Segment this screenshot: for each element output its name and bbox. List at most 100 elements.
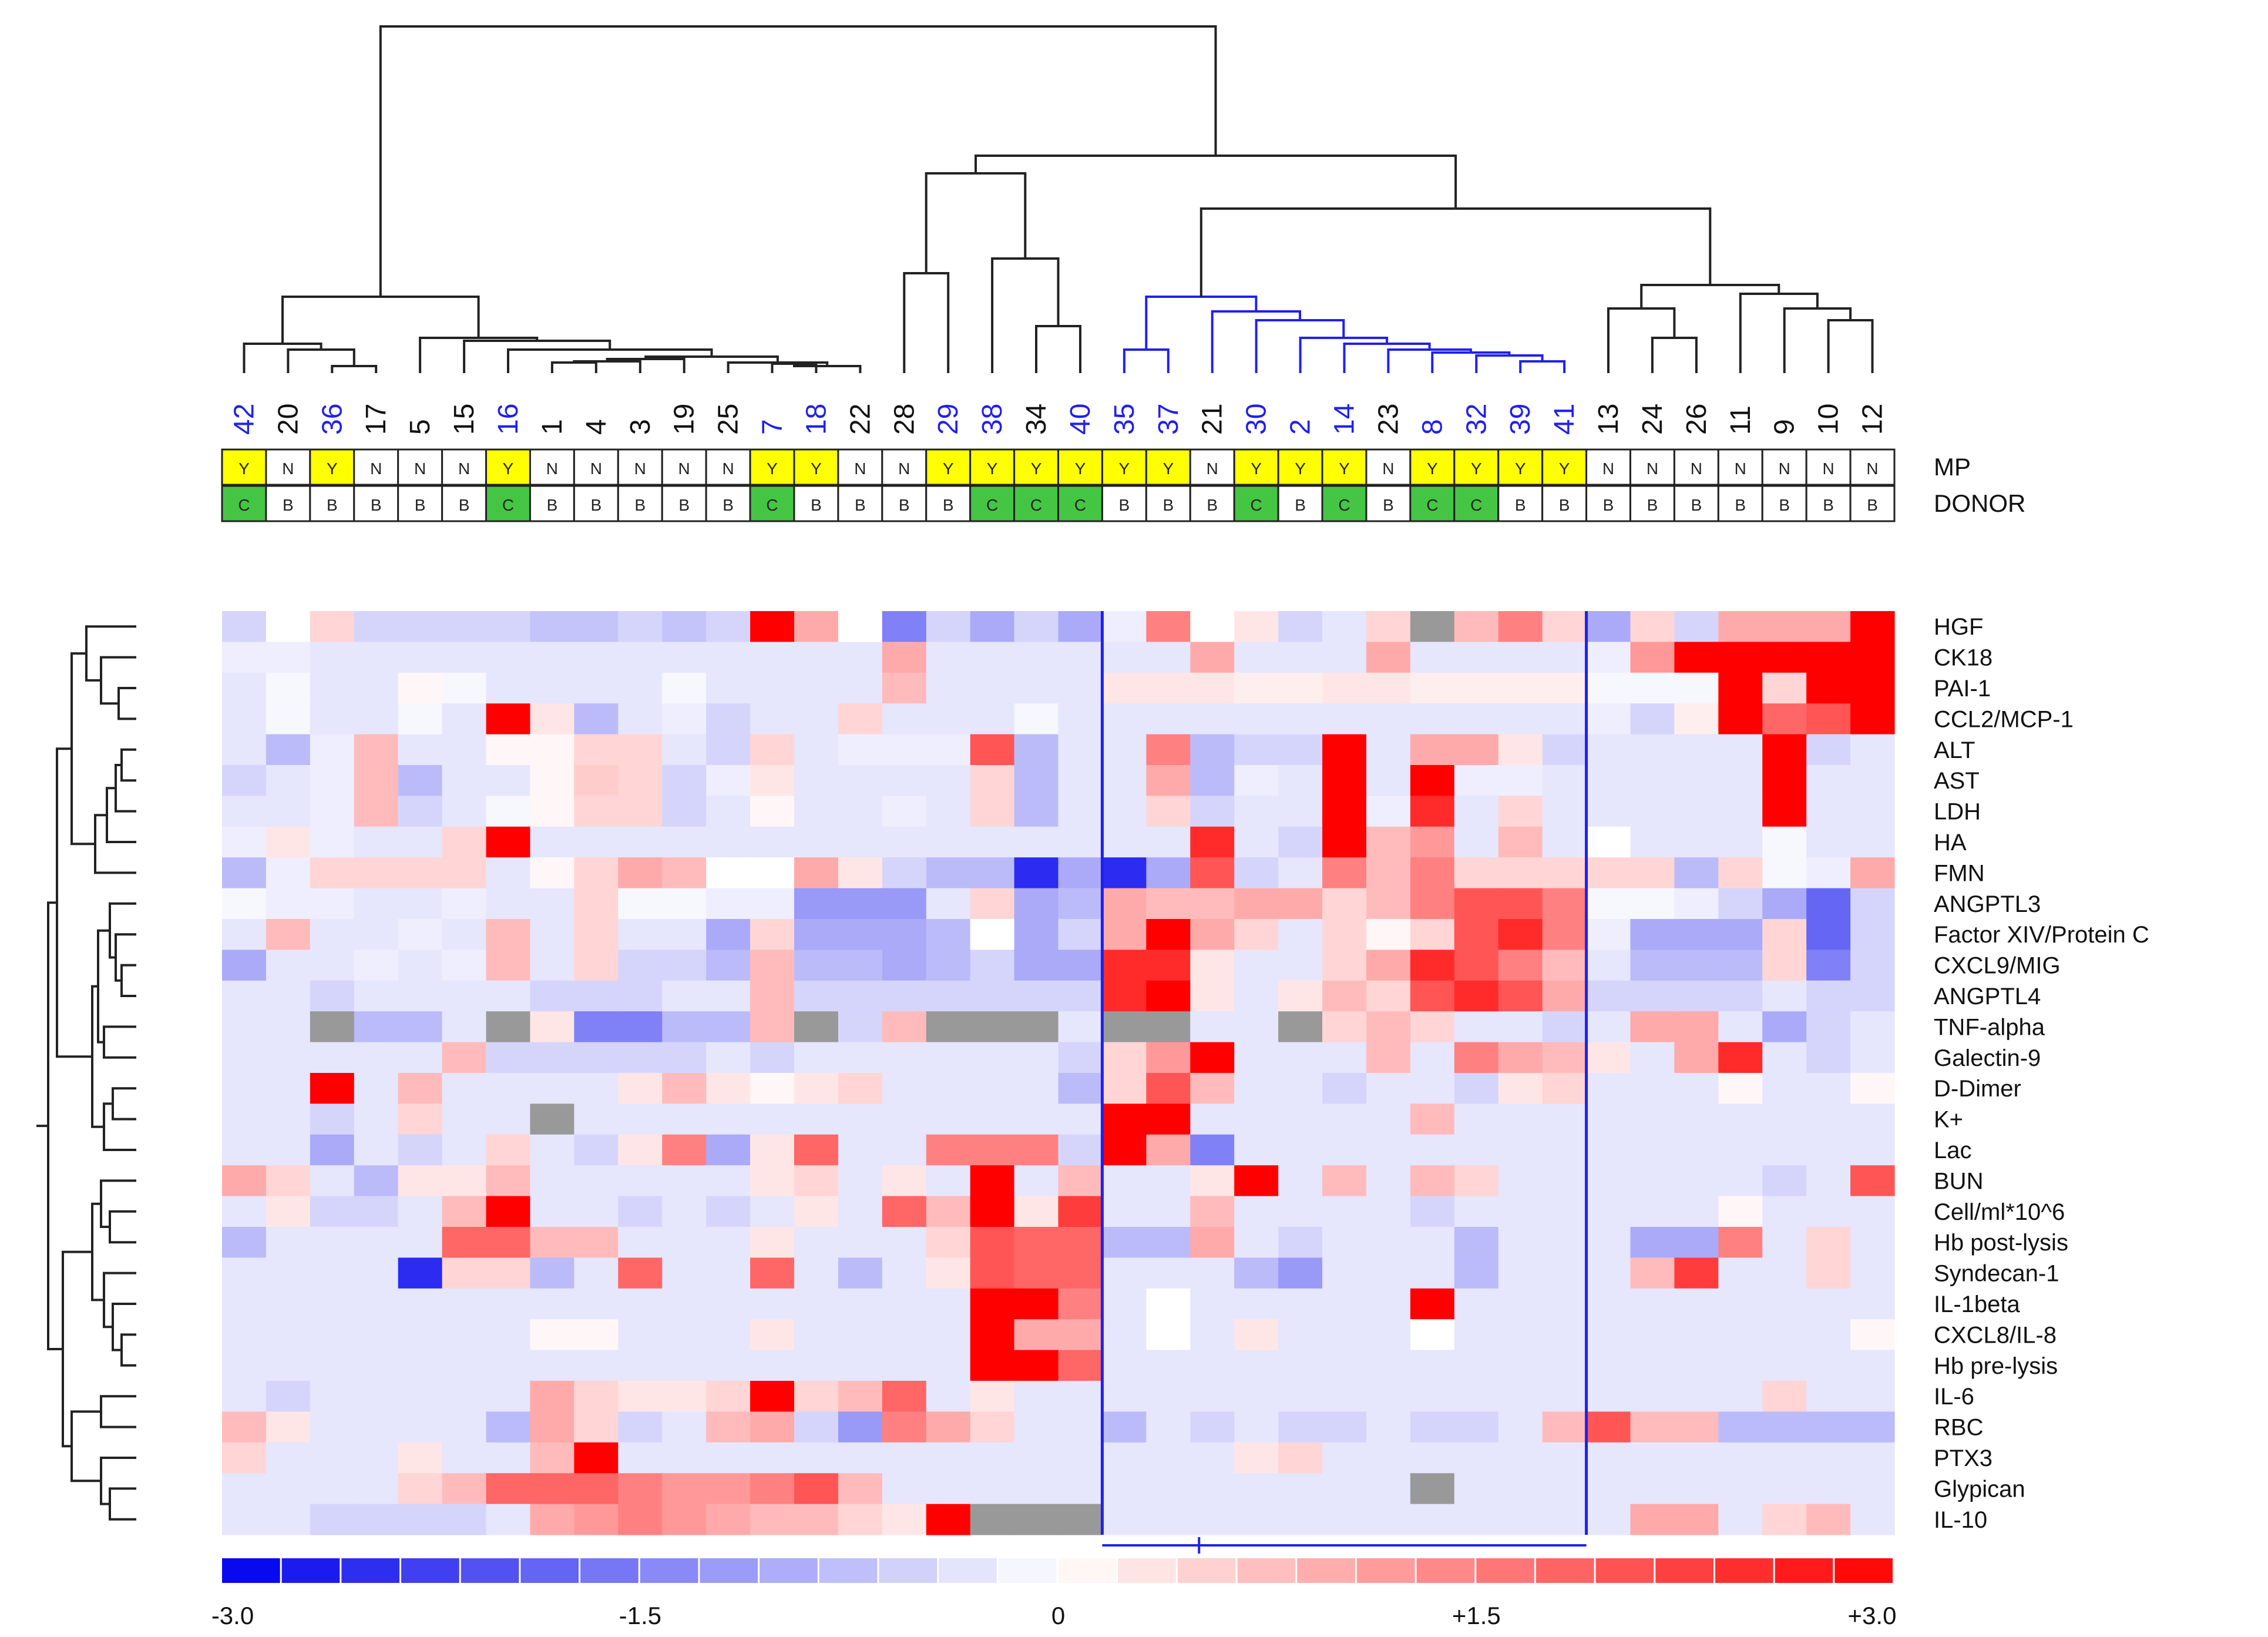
heatmap-cell: [1278, 826, 1323, 858]
heatmap-cell: [442, 1504, 487, 1535]
heatmap-cell: [398, 1411, 443, 1443]
heatmap-cell: [486, 1103, 531, 1135]
heatmap-cell: [1234, 765, 1279, 796]
track-cell-text: Y: [1559, 459, 1570, 478]
heatmap-cell: [1410, 796, 1455, 827]
heatmap-cell: [1498, 1504, 1543, 1535]
heatmap-cell: [1014, 919, 1059, 950]
heatmap-cell: [1102, 1350, 1147, 1381]
heatmap-cell: [750, 1165, 795, 1197]
heatmap-cell: [442, 703, 487, 735]
heatmap-cell: [662, 1473, 707, 1505]
heatmap-cell: [1322, 765, 1367, 796]
heatmap-cell: [882, 1134, 927, 1166]
heatmap-cell: [354, 765, 399, 796]
heatmap-cell: [1850, 826, 1895, 858]
heatmap-cell: [838, 1257, 883, 1289]
heatmap-cell: [750, 826, 795, 858]
heatmap-cell: [1014, 1504, 1059, 1535]
heatmap-cell: [530, 1196, 574, 1227]
heatmap-cell: [1014, 888, 1059, 920]
heatmap-cell: [1234, 919, 1279, 950]
heatmap-cell: [1498, 1227, 1543, 1258]
heatmap-cell: [354, 1504, 399, 1535]
heatmap-cell: [1058, 1381, 1103, 1412]
heatmap-cell: [1630, 1504, 1675, 1535]
row-label: CXCL8/IL-8: [1934, 1322, 2057, 1348]
heatmap-cell: [750, 1134, 795, 1166]
heatmap-cell: [1806, 1165, 1851, 1197]
heatmap-cell: [310, 1227, 355, 1258]
heatmap-cell: [1322, 919, 1367, 950]
heatmap-cell: [706, 950, 751, 981]
heatmap-cell: [1498, 611, 1543, 642]
track-cell-text: C: [1338, 496, 1350, 514]
heatmap-cell: [970, 1288, 1015, 1320]
track-cell: [1849, 448, 1896, 486]
heatmap-cell: [310, 1134, 355, 1166]
heatmap-cell: [1586, 611, 1631, 642]
heatmap-cell: [530, 796, 574, 827]
heatmap-cell: [1674, 1042, 1719, 1074]
heatmap-cell: [266, 1381, 311, 1412]
heatmap-cell: [1586, 734, 1631, 766]
heatmap-cell: [882, 1381, 927, 1412]
heatmap-cell: [574, 1227, 619, 1258]
heatmap-cell: [574, 888, 619, 920]
heatmap-cell: [794, 1196, 839, 1227]
heatmap-cell: [1014, 1381, 1059, 1412]
heatmap-cell: [1498, 1473, 1543, 1505]
heatmap-cell: [662, 888, 707, 920]
heatmap-cell: [1454, 1103, 1499, 1135]
track-cell: [309, 448, 355, 486]
heatmap-cell: [1366, 796, 1411, 827]
heatmap-cell: [398, 857, 443, 889]
heatmap-cell: [1718, 1257, 1763, 1289]
heatmap-cell: [1542, 1473, 1587, 1505]
heatmap-cell: [1718, 1319, 1763, 1351]
heatmap-cell: [530, 919, 574, 950]
heatmap-cell: [222, 672, 267, 704]
heatmap-cell: [1058, 1165, 1103, 1197]
heatmap-cell: [1674, 796, 1719, 827]
track-cell: [1805, 485, 1852, 522]
heatmap-cell: [926, 980, 971, 1012]
row-dendrogram: [36, 625, 136, 1521]
heatmap-cell: [1322, 703, 1367, 735]
track-cell: [1365, 448, 1412, 486]
heatmap-cell: [1454, 888, 1499, 920]
heatmap-cell: [1102, 980, 1147, 1012]
column-labels: 42 20 36 17 5 15 16 1 4 3 19 25 7 18 22 28 29 38 34 40 35 37 2…: [229, 404, 1888, 435]
heatmap-cell: [530, 1011, 574, 1043]
heatmap-cell: [618, 672, 663, 704]
heatmap-cell: [662, 734, 707, 766]
heatmap-cell: [1586, 1288, 1631, 1320]
heatmap-cell: [1278, 703, 1323, 735]
heatmap-cell: [838, 1381, 883, 1412]
heatmap-cell: [486, 1381, 531, 1412]
track-cell-text: B: [590, 496, 602, 514]
color-scale-segment: [281, 1558, 340, 1583]
heatmap-cell: [1674, 672, 1719, 704]
heatmap-cell: [222, 1473, 267, 1505]
heatmap-cell: [1454, 1442, 1499, 1474]
heatmap-cell: [574, 1257, 619, 1289]
track-cell-text: Y: [1162, 459, 1174, 478]
heatmap-cell: [1630, 1381, 1675, 1412]
heatmap-cell: [1366, 734, 1411, 766]
heatmap-cell: [222, 1042, 267, 1074]
heatmap-cell: [662, 765, 707, 796]
heatmap-cell: [1630, 857, 1675, 889]
heatmap-cell: [1674, 1504, 1719, 1535]
heatmap-cell: [1674, 1350, 1719, 1381]
color-scale-segment: [580, 1558, 639, 1583]
track-cell-text: N: [854, 459, 866, 478]
heatmap-cell: [1366, 1165, 1411, 1197]
heatmap-cell: [1014, 765, 1059, 796]
heatmap-cell: [1674, 1442, 1719, 1474]
heatmap-cell: [926, 1103, 971, 1135]
track-cell-text: N: [590, 459, 602, 478]
column-label: 20: [273, 404, 304, 435]
heatmap-cell: [222, 1073, 267, 1104]
column-label: 22: [845, 404, 876, 435]
